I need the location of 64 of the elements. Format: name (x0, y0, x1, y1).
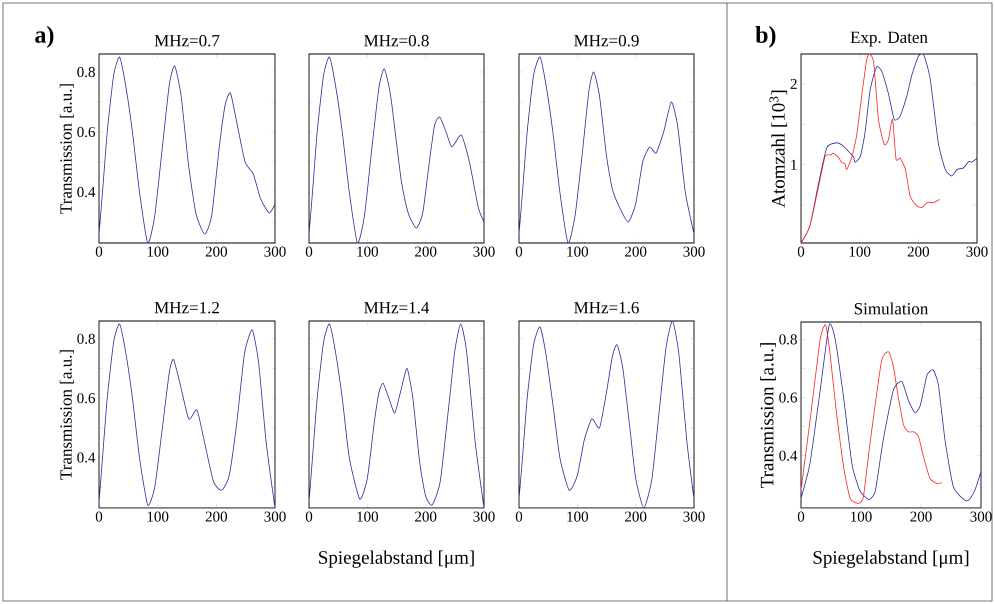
y-tick-label: 0.4 (77, 452, 96, 463)
x-tick-label: 200 (415, 512, 436, 522)
y-tick-label: 1 (791, 160, 797, 170)
text: a) (35, 26, 54, 48)
line-series (98, 324, 276, 508)
x-tick-label: 100 (850, 246, 870, 257)
x-tick-label: 0 (798, 246, 804, 257)
x-tick-label: 100 (567, 246, 588, 257)
chart-title: MHz=0.7 (154, 34, 220, 46)
x-tick-label: 0 (306, 512, 312, 522)
chart-title: MHz=1.2 (154, 302, 219, 314)
x-tick-label: 200 (908, 246, 930, 257)
y-tick-label: 0.8 (77, 334, 95, 344)
x-tick-label: 100 (567, 512, 588, 522)
x-tick-label: 100 (148, 512, 168, 522)
x-tick-label: 300 (264, 512, 286, 522)
y-tick-label: 0.6 (77, 393, 96, 404)
x-tick-label: 300 (683, 512, 705, 522)
x-tick-label: 0 (96, 512, 102, 522)
x-tick-label: 300 (683, 246, 705, 257)
x-tick-label: 100 (148, 246, 168, 257)
y-axis-title: Transmission [a.u.] (60, 350, 74, 480)
x-tick-label: 200 (910, 512, 932, 522)
y-axis-title: Transmission [a.u.] (60, 84, 74, 214)
x-tick-label: 300 (473, 512, 495, 522)
x-tick-label: 300 (966, 246, 988, 257)
y-axis-title: Atomzahl [10$^{3}$] (769, 90, 788, 208)
chart-title: MHz=1.6 (574, 302, 639, 314)
chart-title: Simulation (854, 302, 928, 314)
y-axis-title: Transmission [a.u.] (760, 343, 776, 488)
x-tick-label: 200 (625, 246, 646, 257)
line-series (800, 324, 942, 504)
x-tick-label: 200 (206, 512, 228, 522)
chart-title: MHz=1.4 (364, 302, 430, 314)
x-tick-label: 200 (415, 246, 436, 257)
chart-title: Exp. Daten (850, 32, 928, 46)
x-tick-label: 0 (798, 512, 804, 522)
y-tick-label: 0.8 (77, 66, 95, 78)
x-axis-title: Spiegelabstand [μm] (814, 550, 968, 568)
x-axis-title: Spiegelabstand [μm] (319, 550, 474, 568)
y-tick-label: 0.4 (779, 450, 798, 461)
line-series (800, 54, 978, 244)
y-tick-label: 2 (790, 78, 797, 89)
x-tick-label: 100 (851, 512, 872, 522)
x-tick-label: 0 (306, 246, 312, 257)
y-tick-label: 0.6 (779, 392, 798, 403)
x-tick-label: 300 (264, 246, 286, 257)
line-series (800, 54, 940, 244)
line-series (98, 56, 276, 244)
x-tick-label: 100 (357, 246, 378, 257)
text: b) (755, 26, 776, 48)
x-tick-label: 300 (473, 246, 495, 257)
chart-title: MHz=0.8 (364, 34, 429, 46)
x-tick-label: 0 (516, 512, 522, 522)
chart-title: MHz=0.9 (574, 34, 639, 46)
line-series (800, 324, 981, 502)
y-tick-label: 0.4 (77, 186, 96, 198)
x-tick-label: 200 (625, 512, 646, 522)
x-tick-label: 200 (206, 246, 228, 257)
x-tick-label: 0 (516, 246, 522, 257)
y-tick-label: 0.8 (779, 334, 797, 345)
y-tick-label: 0.6 (77, 126, 96, 138)
x-tick-label: 100 (357, 512, 378, 522)
x-tick-label: 0 (96, 246, 102, 257)
